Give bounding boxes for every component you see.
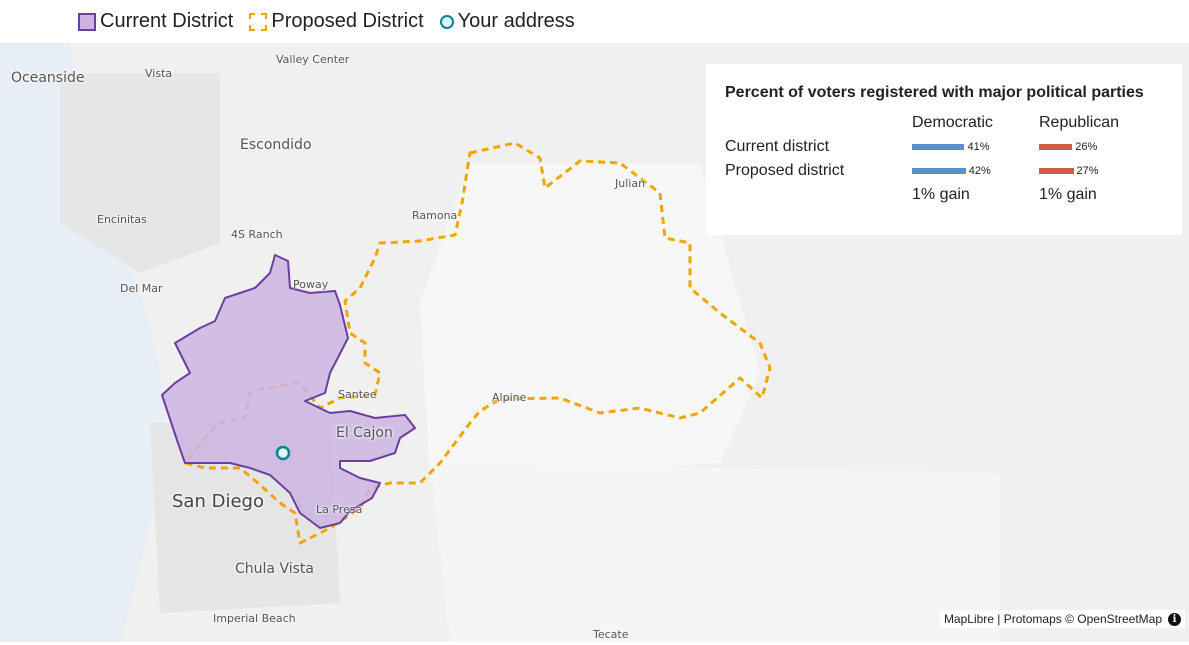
proposed-district-swatch (249, 12, 268, 31)
legend-proposed-district[interactable]: Proposed District (249, 10, 424, 33)
place-alpine: Alpine (492, 391, 527, 404)
proposed-dem-cell: 42% (912, 162, 1039, 180)
backcountry-area (420, 163, 760, 483)
proposed-rep-bar (1039, 168, 1074, 174)
proposed-rep-value: 27% (1076, 165, 1099, 177)
north-county-urban (60, 73, 220, 273)
legend-current-label: Current District (100, 10, 234, 32)
rep-gain: 1% gain (1039, 186, 1097, 203)
place-julian: Julian (615, 177, 646, 190)
your-address-marker (275, 445, 291, 461)
panel-title: Percent of voters registered with major … (725, 84, 1144, 101)
current-dem-value: 41% (967, 141, 990, 153)
place-encinitas: Encinitas (97, 213, 147, 226)
district-map[interactable]: Oceanside Vista Valley Center Escondido … (0, 43, 1189, 642)
legend-address-label: Your address (457, 10, 575, 32)
proposed-dem-bar (912, 168, 966, 174)
registration-table: Democratic Republican Current district 4… (725, 114, 1162, 204)
gain-spacer (725, 186, 912, 204)
current-district-area (161, 254, 416, 529)
legend-your-address[interactable]: Your address (439, 10, 575, 33)
map-legend: Current District Proposed District Your … (0, 0, 1189, 43)
place-vista: Vista (145, 67, 173, 80)
row-proposed-label: Proposed district (725, 162, 845, 179)
place-escondido: Escondido (240, 137, 312, 153)
legend-proposed-label: Proposed District (271, 10, 424, 32)
current-district-swatch (78, 12, 96, 31)
info-icon[interactable]: i (1168, 612, 1181, 626)
place-tecate: Tecate (593, 628, 629, 641)
place-imperial-beach: Imperial Beach (213, 612, 296, 625)
place-oceanside: Oceanside (11, 70, 85, 86)
place-ramona: Ramona (412, 209, 458, 222)
current-rep-value: 26% (1075, 141, 1098, 153)
address-swatch (439, 14, 454, 29)
col-republican: Republican (1039, 114, 1120, 131)
place-san-diego: San Diego (172, 491, 264, 512)
attribution-text[interactable]: MapLibre | Protomaps © OpenStreetMap (943, 612, 1162, 626)
place-la-presa: La Presa (316, 503, 363, 516)
place-del-mar: Del Mar (120, 282, 163, 295)
col-democratic: Democratic (912, 114, 993, 131)
current-rep-bar (1039, 144, 1073, 150)
current-dem-cell: 41% (912, 138, 1039, 156)
header-spacer (725, 114, 912, 132)
place-poway: Poway (293, 278, 329, 291)
proposed-rep-cell: 27% (1039, 162, 1166, 180)
voter-registration-panel: Percent of voters registered with major … (706, 64, 1182, 235)
current-dem-bar (912, 144, 965, 150)
place-el-cajon: El Cajon (336, 425, 393, 441)
place-santee: Santee (338, 388, 377, 401)
current-rep-cell: 26% (1039, 138, 1166, 156)
ocean-area (0, 43, 166, 642)
place-4s-ranch: 4S Ranch (231, 228, 283, 241)
place-chula-vista: Chula Vista (235, 561, 314, 577)
map-attribution: MapLibre | Protomaps © OpenStreetMap i (939, 610, 1185, 628)
legend-current-district[interactable]: Current District (78, 10, 233, 33)
place-valley-center: Valley Center (276, 53, 350, 66)
southern-area (430, 463, 1000, 642)
dem-gain: 1% gain (912, 186, 970, 203)
proposed-dem-value: 42% (968, 165, 991, 177)
row-current-label: Current district (725, 138, 830, 155)
